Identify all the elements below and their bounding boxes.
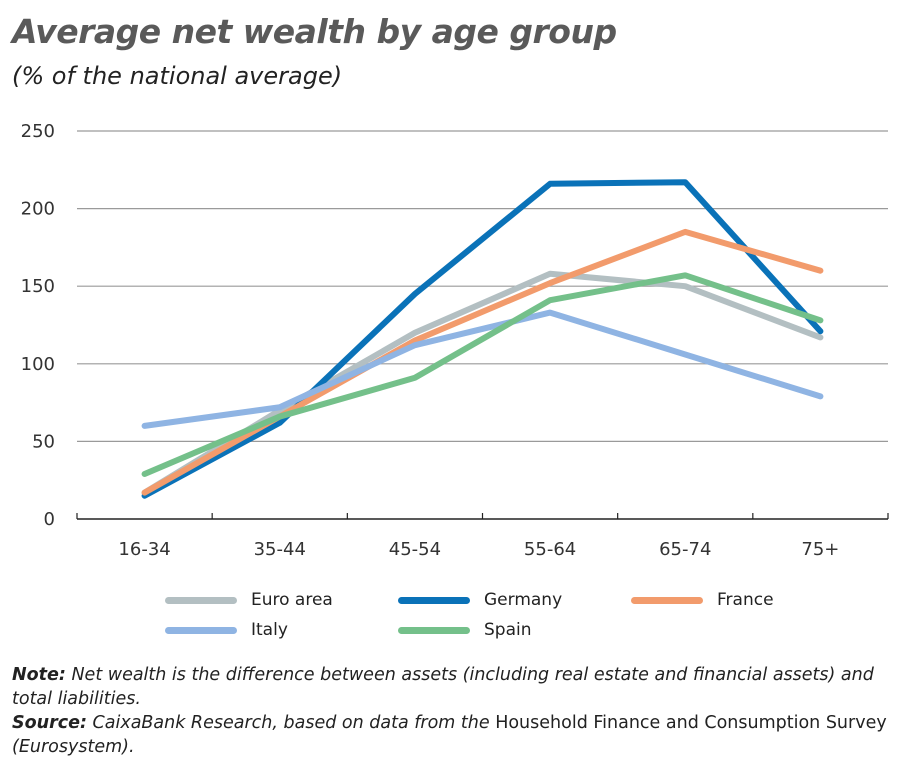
source: Source: CaixaBank Research, based on dat…	[12, 713, 887, 757]
legend-item: Germany	[398, 590, 562, 610]
legend-label: Germany	[484, 590, 563, 610]
x-tick-label: 35-44	[254, 539, 306, 560]
legend-item: France	[631, 590, 774, 610]
chart-title: Average net wealth by age group	[12, 12, 617, 51]
x-tick-label: 45-54	[389, 539, 441, 560]
legend-label: Euro area	[251, 590, 333, 610]
legend-label: Spain	[484, 620, 532, 640]
legend-item: Italy	[165, 620, 288, 640]
legend-label: Italy	[251, 620, 288, 640]
y-tick-label: 100	[21, 354, 55, 375]
series-line-euro-area	[141, 270, 824, 496]
y-tick-label: 200	[21, 199, 55, 220]
y-tick-label: 0	[44, 509, 55, 530]
legend-swatch	[165, 596, 237, 604]
y-tick-label: 50	[32, 431, 55, 452]
series-line-germany	[141, 179, 824, 499]
legend-swatch	[165, 626, 237, 634]
legend-swatch	[398, 626, 470, 634]
legend-swatch	[398, 596, 470, 604]
series-line-spain	[141, 272, 824, 477]
y-tick-label: 150	[21, 276, 55, 297]
legend-label: France	[717, 590, 774, 610]
note: Note: Net wealth is the difference betwe…	[12, 665, 874, 709]
x-tick-label: 16-34	[118, 539, 170, 560]
chart-subtitle: (% of the national average)	[12, 62, 343, 90]
x-tick-label: 75+	[801, 539, 839, 560]
legend-item: Spain	[398, 620, 532, 640]
line-chart: 0 50 100 150 200 250 16-34 35-44 45-54 55-64 65-74…	[21, 121, 889, 560]
x-tick-label: 55-64	[524, 539, 576, 560]
series-line-italy	[141, 309, 824, 429]
notes: Note: Net wealth is the difference betwe…	[12, 663, 892, 759]
legend-swatch	[631, 596, 703, 604]
legend-item: Euro area	[165, 590, 333, 610]
y-tick-label: 250	[21, 121, 55, 142]
x-tick-label: 65-74	[659, 539, 711, 560]
